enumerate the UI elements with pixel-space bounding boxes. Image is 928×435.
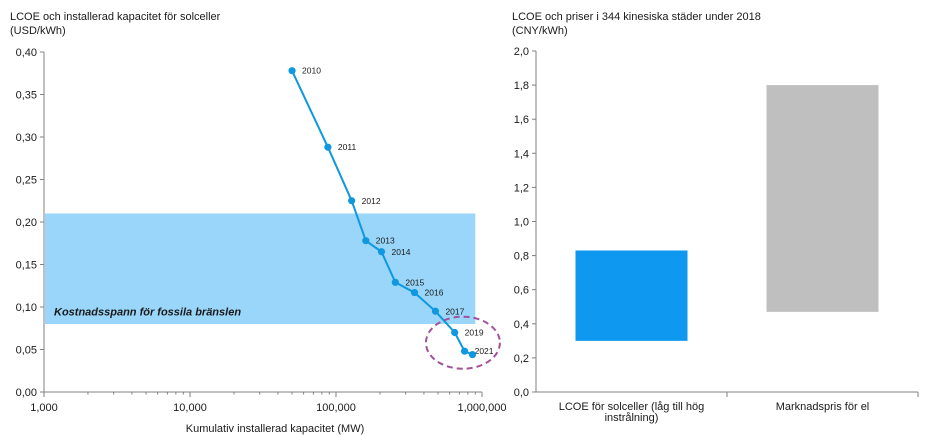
year-label: 2021 <box>475 346 494 356</box>
fossil-band-rect <box>45 213 476 324</box>
range-bar <box>575 250 688 341</box>
right-y-tick-label: 1,8 <box>514 80 529 92</box>
year-label: 2016 <box>425 288 444 298</box>
left-y-tick-label: 0,30 <box>16 132 37 144</box>
right-chart-title: LCOE och priser i 344 kinesiska städer u… <box>512 11 761 23</box>
category-label: LCOE för solceller (låg till hög <box>559 401 705 413</box>
right-chart-unit: (CNY/kWh) <box>512 25 568 37</box>
category-label: instrålning) <box>605 412 659 424</box>
left-x-tick-label: 1,000 <box>30 402 58 414</box>
year-label: 2017 <box>445 306 464 316</box>
year-label: 2014 <box>392 247 411 257</box>
year-label: 2015 <box>405 277 424 287</box>
right-y-tick-label: 1,6 <box>514 114 529 126</box>
lcoe-point <box>324 143 332 151</box>
right-y-tick-label: 0,4 <box>514 319 529 331</box>
year-label: 2013 <box>376 236 395 246</box>
lcoe-point <box>391 278 399 286</box>
right-y-tick-label: 1,2 <box>514 182 529 194</box>
year-label: 2012 <box>362 196 381 206</box>
year-label: 2011 <box>338 142 357 152</box>
fossil-band-label: Kostnadsspann för fossila bränslen <box>54 306 241 318</box>
lcoe-point <box>431 307 440 315</box>
left-y-tick-label: 0,25 <box>16 175 37 187</box>
right-y-tick-label: 0,0 <box>514 387 529 399</box>
right-y-tick-label: 0,6 <box>514 285 529 297</box>
right-y-tick-label: 2,0 <box>514 46 529 58</box>
right-y-ticks: 0,0 0,2 0,4 0,6 0,8 1,0 1,2 1,4 1,6 1,8 2,0 <box>514 46 536 399</box>
left-y-tick-label: 0,05 <box>16 345 37 357</box>
right-y-tick-label: 0,2 <box>514 353 529 365</box>
left-y-tick-label: 0,10 <box>16 302 37 314</box>
left-chart-title: LCOE och installerad kapacitet för solce… <box>10 11 221 23</box>
left-y-tick-label: 0,00 <box>16 387 37 399</box>
year-label: 2019 <box>465 328 484 338</box>
fossil-cost-band <box>45 213 476 324</box>
left-x-axis-label: Kumulativ installerad kapacitet (MW) <box>186 423 365 435</box>
left-y-tick-label: 0,20 <box>16 217 37 229</box>
category-label: Marknadspris för el <box>776 401 870 413</box>
lcoe-point <box>348 197 356 205</box>
left-y-tick-label: 0,35 <box>16 90 37 102</box>
left-y-tick-label: 0,15 <box>16 260 37 272</box>
left-x-tick-label: 1,000,000 <box>458 402 507 414</box>
lcoe-point <box>460 347 469 355</box>
left-x-ticks: 1,000 10,000 100,000 1,000,000 <box>30 392 506 414</box>
highlight-ellipse-shape <box>424 315 501 370</box>
left-y-ticks: 0,00 0,05 0,10 0,15 0,20 0,25 0,30 0,35 0,40 <box>16 47 44 399</box>
right-y-tick-label: 0,8 <box>514 251 529 263</box>
range-bars <box>575 85 879 341</box>
lcoe-point <box>410 288 419 297</box>
highlight-ellipse <box>424 315 501 370</box>
right-y-tick-label: 1,0 <box>514 217 529 229</box>
lcoe-point <box>362 237 370 245</box>
lcoe-point <box>288 67 296 75</box>
right-chart: LCOE och priser i 344 kinesiska städer u… <box>512 11 919 424</box>
range-bar <box>766 85 879 312</box>
left-y-tick-label: 0,40 <box>16 47 37 59</box>
left-x-tick-label: 10,000 <box>173 402 207 414</box>
lcoe-point <box>377 248 386 256</box>
left-chart: LCOE och installerad kapacitet för solce… <box>10 11 506 435</box>
right-y-tick-label: 1,4 <box>514 148 529 160</box>
left-chart-unit: (USD/kWh) <box>10 25 66 37</box>
left-x-tick-label: 100,000 <box>316 402 356 414</box>
year-label: 2010 <box>302 66 321 76</box>
lcoe-point <box>468 351 477 359</box>
right-category-labels: LCOE för solceller (låg till höginstråln… <box>559 392 919 424</box>
lcoe-point <box>451 328 459 337</box>
